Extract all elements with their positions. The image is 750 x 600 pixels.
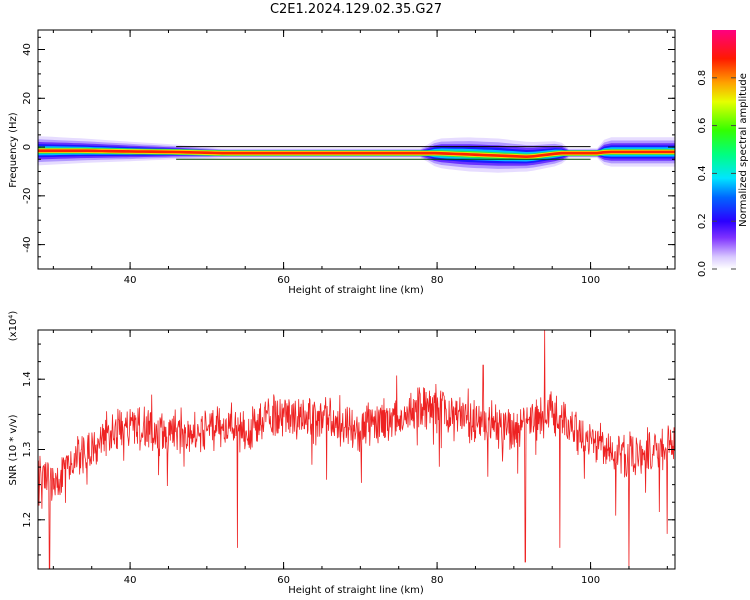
ytick-label: 0 [22,144,33,150]
colorbar-tick-label: 0.2 [697,213,708,229]
snr-ytick-label: 1.4 [22,371,33,387]
snr-yscale-label: (x10⁴) [8,311,19,342]
snr-ytick-label: 1.2 [22,512,33,528]
snr-xtick-label: 60 [277,575,290,586]
xtick-label: 100 [581,275,600,286]
colorbar-tick-label: 0.8 [697,70,708,86]
snr-xtick-label: 80 [431,575,444,586]
snr-ticks: 40 60 80 100 1.4 1.3 1.2 [22,330,675,586]
snr-xtick-label: 40 [124,575,137,586]
ytick-label: 40 [22,43,33,56]
spectrogram-ylabel: Frequency (Hz) [8,112,19,188]
snr-xtick-label: 100 [581,575,600,586]
figure-title: C2E1.2024.129.02.35.G27 [270,2,442,17]
spectrogram-xlabel: Height of straight line (km) [288,285,424,296]
ytick-label: -20 [22,188,33,204]
colorbar-gradient [712,30,736,269]
xtick-label: 80 [431,275,444,286]
snr-frame [37,329,676,570]
spectrogram-frame [37,29,676,270]
ytick-label: -40 [22,236,33,252]
xtick-label: 60 [277,275,290,286]
ytick-label: 20 [22,92,33,105]
snr-series-line [38,330,675,569]
colorbar-label: Normalized spectral amplitude [738,73,749,227]
snr-ytick-label: 1.3 [22,442,33,458]
spectrogram-ticks: 40 60 80 100 40 20 0 -20 -40 [22,30,675,286]
snr-panel: 40 60 80 100 1.4 1.3 1.2 Height of straight li… [8,311,676,596]
xtick-label: 40 [124,275,137,286]
spectrogram-panel: 40 60 80 100 40 20 0 -20 -40 Height of straight … [8,29,676,296]
snr-xlabel: Height of straight line (km) [288,585,424,596]
colorbar-ticks: 0.0 0.2 0.4 0.6 0.8 [697,70,736,277]
spectrogram-band [38,136,675,173]
colorbar: 0.0 0.2 0.4 0.6 0.8 Normalized spectral ampl… [697,30,749,277]
colorbar-tick-label: 0.6 [697,118,708,134]
snr-ylabel: SNR (10 * v/v) [8,414,19,485]
colorbar-tick-label: 0.4 [697,165,708,181]
colorbar-tick-label: 0.0 [697,261,708,277]
band-core-2 [38,149,675,158]
